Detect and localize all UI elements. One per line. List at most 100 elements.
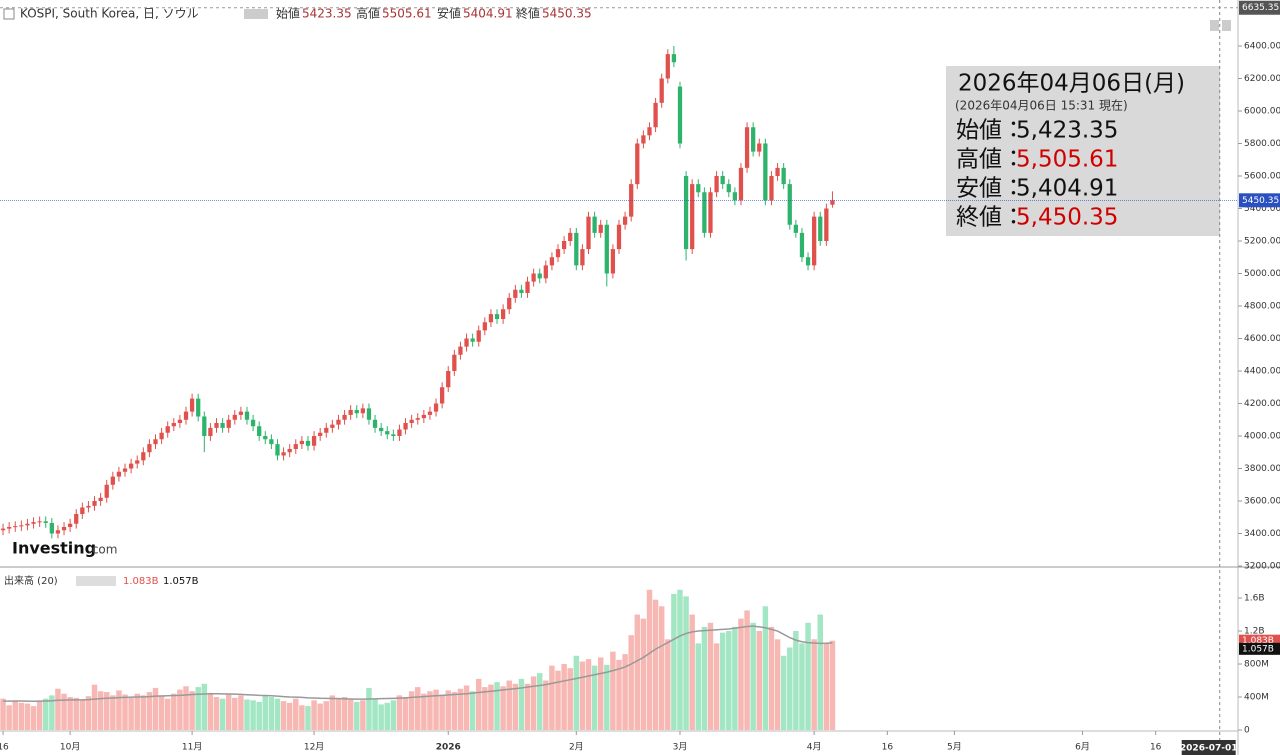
candle-body	[433, 403, 439, 412]
candle-body	[196, 398, 201, 417]
volume-bar	[402, 697, 409, 730]
volume-bar	[646, 589, 653, 730]
scale-icon[interactable]	[1210, 20, 1219, 31]
settings-icons[interactable]	[244, 9, 268, 19]
volume-bar	[189, 691, 195, 730]
volume-bar	[158, 695, 165, 730]
volume-bar	[317, 703, 323, 730]
volume-bar	[439, 694, 445, 730]
candle-body	[366, 408, 372, 420]
top-value-box	[1239, 0, 1280, 15]
volume-bar	[299, 705, 305, 730]
volume-bar	[536, 673, 543, 730]
candle-body	[385, 431, 390, 435]
y-tick-label: 3200.00	[1244, 562, 1280, 572]
volume-bar	[463, 685, 470, 730]
x-tick-label: 2月	[569, 742, 584, 753]
candle-body	[714, 175, 719, 193]
volume-bar	[573, 655, 580, 730]
candle-body	[555, 249, 561, 258]
volume-bar	[97, 691, 104, 730]
candle-body	[342, 414, 347, 420]
volume-bar	[500, 686, 506, 730]
candle-body	[98, 497, 103, 501]
candle-body	[757, 143, 762, 152]
candle-body	[13, 526, 18, 528]
volume-bar	[524, 683, 531, 730]
candle-body	[787, 184, 792, 225]
candle-body	[793, 224, 798, 233]
symbol-title: KOSPI, South Korea, 日, ソウル	[20, 7, 199, 21]
volume-bar	[164, 698, 171, 730]
x-tick-label: 5月	[947, 742, 962, 753]
volume-bar	[250, 700, 256, 730]
candle-body	[629, 184, 634, 217]
candle-body	[324, 427, 329, 433]
candle-body	[214, 422, 219, 428]
x-tick-label: 3月	[673, 742, 688, 753]
volume-bar	[360, 700, 366, 730]
volume-bar	[561, 664, 567, 730]
volume-bar	[341, 697, 348, 730]
y-tick-label: 3400.00	[1244, 529, 1280, 539]
candle-body	[458, 346, 463, 355]
volume-ma-box	[1239, 642, 1280, 655]
volume-bar	[408, 691, 415, 730]
ohlc-label: 高値	[356, 6, 380, 21]
volume-bar	[256, 701, 262, 730]
volume-bar	[207, 692, 214, 730]
volume-bar	[0, 698, 6, 730]
candle-body	[189, 398, 195, 412]
volume-bar	[750, 622, 756, 730]
volume-bar	[110, 695, 116, 730]
candle-body	[232, 414, 237, 420]
x-tick-label: 2026-07-01	[1180, 744, 1238, 754]
logo: Investing	[12, 539, 96, 558]
volume-bar	[506, 680, 512, 730]
candle-body	[202, 416, 207, 436]
volume-bar	[622, 654, 628, 730]
candle-body	[238, 411, 244, 415]
candle-body	[281, 452, 286, 456]
volume-last-value: 1.083B	[1242, 636, 1274, 646]
volume-bar	[518, 678, 525, 730]
candle-body	[744, 127, 750, 168]
x-tick-label: 10月	[60, 742, 80, 753]
volume-bar	[701, 626, 708, 730]
candle-body	[616, 224, 622, 250]
y-tick-label: 1.6B	[1244, 594, 1265, 604]
volume-bar	[396, 695, 403, 730]
candle-body	[586, 216, 591, 250]
y-tick-label: 4600.00	[1244, 334, 1280, 344]
volume-bar	[18, 702, 25, 730]
volume-bar	[36, 701, 43, 730]
volume-bar	[591, 665, 598, 730]
candle-body	[799, 232, 805, 258]
scale-icon[interactable]	[1222, 20, 1231, 31]
collapse-icon[interactable]	[3, 8, 15, 20]
candle-body	[604, 224, 609, 274]
candle-body	[86, 505, 91, 508]
volume-bar	[274, 698, 281, 730]
volume-ma-value: 1.057B	[1242, 644, 1274, 654]
volume-bar	[311, 700, 317, 730]
x-tick-label: 4月	[807, 742, 822, 753]
volume-bar	[695, 643, 702, 730]
volume-bar	[225, 694, 232, 730]
volume-bar	[30, 706, 37, 730]
volume-icons[interactable]	[76, 576, 116, 586]
volume-bar	[469, 691, 476, 730]
candle-body	[476, 330, 481, 342]
candle-body	[683, 175, 689, 250]
candle-body	[580, 249, 585, 266]
last-price-box	[1239, 193, 1280, 208]
candle-body	[488, 314, 494, 323]
volume-bar	[811, 639, 817, 730]
candle-body	[391, 434, 396, 436]
candle-body	[25, 523, 30, 526]
volume-bar	[530, 676, 537, 730]
logo-suffix: .com	[88, 543, 117, 557]
candle-body	[653, 102, 658, 128]
candle-body	[336, 419, 341, 425]
volume-bar	[354, 701, 360, 730]
